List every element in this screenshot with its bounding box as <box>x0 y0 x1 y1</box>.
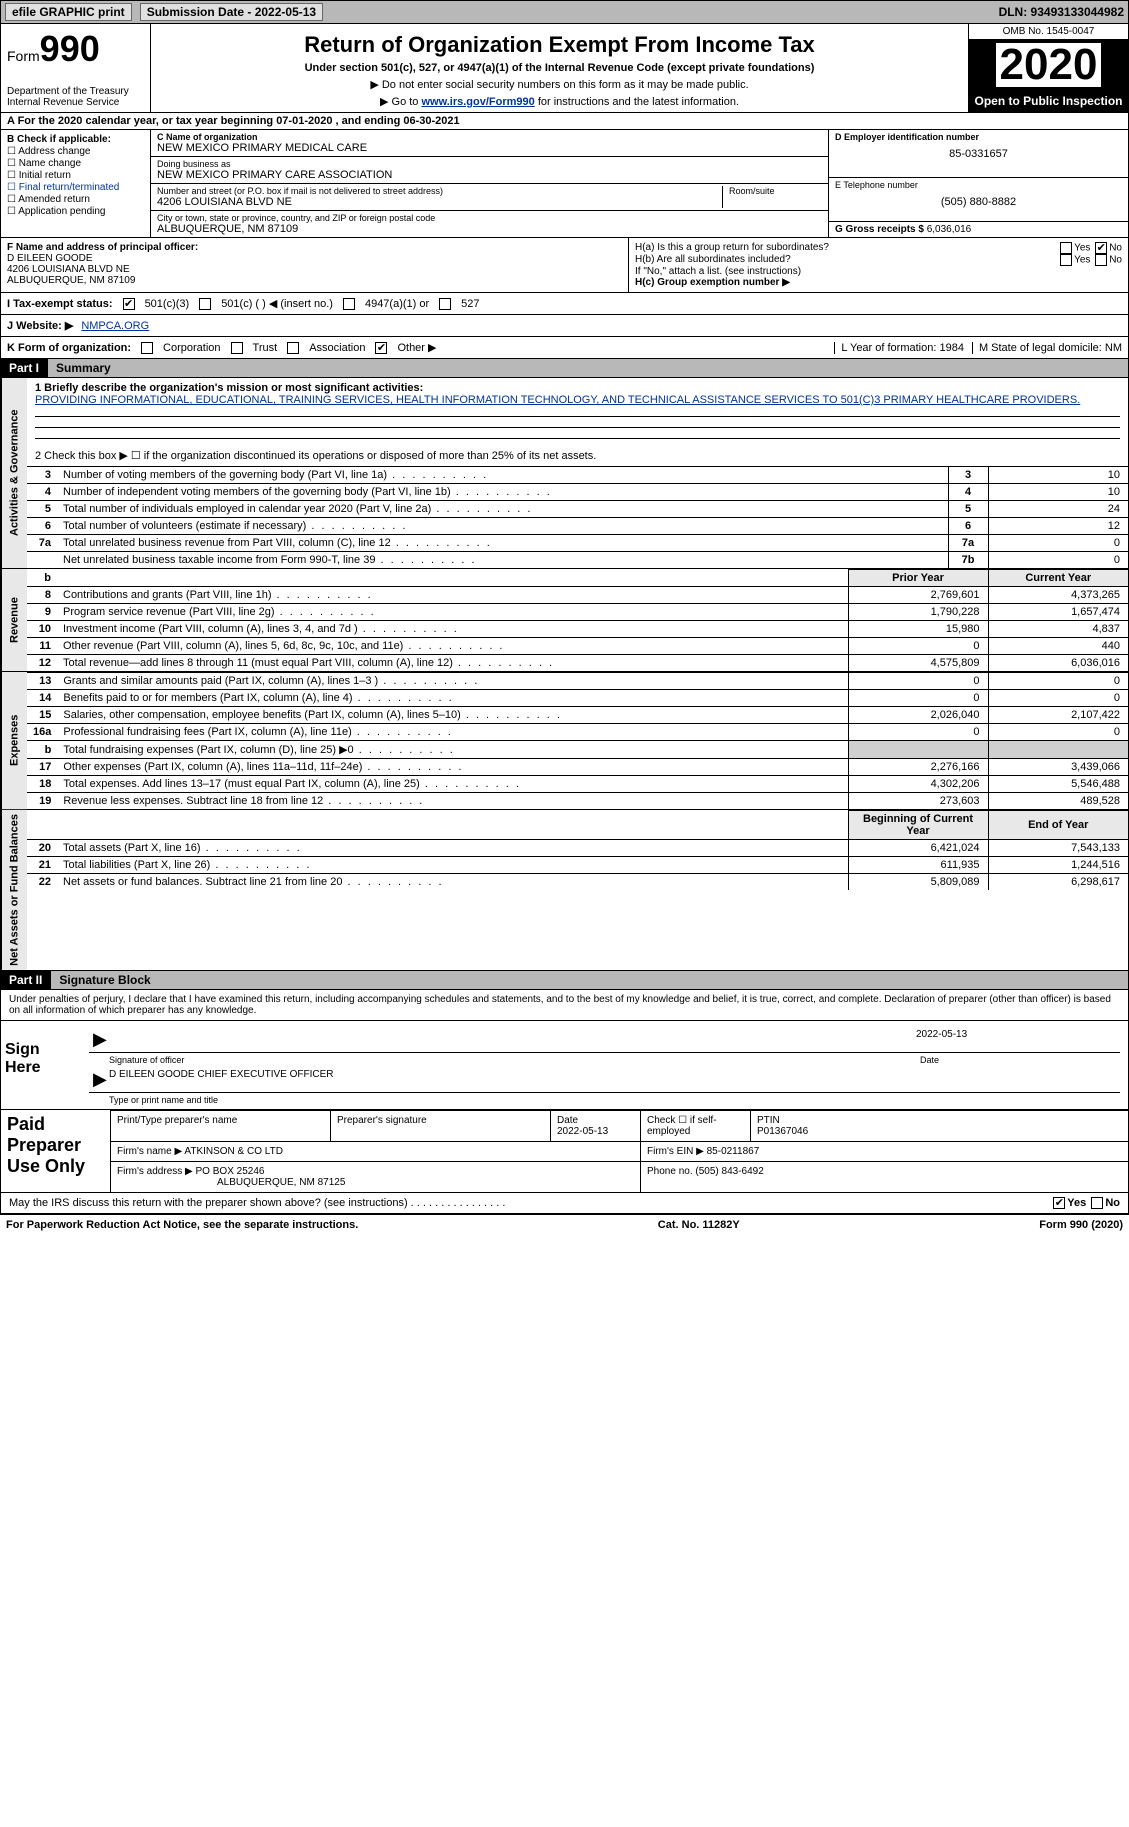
sign-here-label: Sign Here <box>1 1021 81 1109</box>
dln-label: DLN: 93493133044982 <box>999 5 1124 19</box>
governance-table: 3Number of voting members of the governi… <box>27 466 1128 568</box>
state-domicile: M State of legal domicile: NM <box>972 342 1122 354</box>
chk-501c[interactable] <box>199 298 211 310</box>
chk-501c3[interactable] <box>123 298 135 310</box>
mission-description: PROVIDING INFORMATIONAL, EDUCATIONAL, TR… <box>35 394 1120 406</box>
chk-initial-return[interactable]: ☐ Initial return <box>7 170 144 181</box>
form-title: Return of Organization Exempt From Incom… <box>159 32 960 58</box>
firm-ein: 85-0211867 <box>707 1146 760 1157</box>
chk-final-return[interactable]: ☐ Final return/terminated <box>7 182 144 193</box>
street-address: 4206 LOUISIANA BLVD NE <box>157 196 722 208</box>
top-bar: efile GRAPHIC print Submission Date - 20… <box>0 0 1129 24</box>
line-k-form-org: K Form of organization: Corporation Trus… <box>0 337 1129 359</box>
page-footer: For Paperwork Reduction Act Notice, see … <box>0 1214 1129 1235</box>
form-number: Form990 <box>7 28 144 70</box>
irs-yes-checkbox[interactable] <box>1053 1197 1065 1209</box>
section-activities-governance: Activities & Governance 1 Briefly descri… <box>0 378 1129 569</box>
box-b-check-applicable: B Check if applicable: ☐ Address change … <box>1 130 151 237</box>
firm-phone: (505) 843-6492 <box>695 1166 763 1177</box>
department-label: Department of the Treasury Internal Reve… <box>7 86 144 108</box>
telephone: (505) 880-8882 <box>835 196 1122 208</box>
chk-527[interactable] <box>439 298 451 310</box>
chk-amended-return[interactable]: ☐ Amended return <box>7 194 144 205</box>
section-fh: F Name and address of principal officer:… <box>0 238 1129 293</box>
firm-name: ATKINSON & CO LTD <box>184 1146 283 1157</box>
dba-name: NEW MEXICO PRIMARY CARE ASSOCIATION <box>157 169 822 181</box>
signature-arrow-icon: ▶ <box>93 1029 109 1050</box>
form-note-ssn: ▶ Do not enter social security numbers o… <box>159 78 960 91</box>
vtab-expenses: Expenses <box>1 672 27 809</box>
ein: 85-0331657 <box>835 148 1122 160</box>
ha-yes-checkbox[interactable] <box>1060 242 1072 254</box>
penalty-statement: Under penalties of perjury, I declare th… <box>0 990 1129 1021</box>
part-ii-header: Part II Signature Block <box>0 971 1129 990</box>
chk-application-pending[interactable]: ☐ Application pending <box>7 206 144 217</box>
may-irs-discuss: May the IRS discuss this return with the… <box>0 1193 1129 1214</box>
section-expenses: Expenses 13Grants and similar amounts pa… <box>0 672 1129 810</box>
chk-trust[interactable] <box>231 342 243 354</box>
chk-address-change[interactable]: ☐ Address change <box>7 146 144 157</box>
form-header: Form990 Department of the Treasury Inter… <box>0 24 1129 113</box>
line-i-tax-status: I Tax-exempt status: 501(c)(3) 501(c) ( … <box>0 293 1129 315</box>
officer-name: D EILEEN GOODE <box>7 253 622 264</box>
section-revenue: Revenue bPrior YearCurrent Year8Contribu… <box>0 569 1129 672</box>
submission-date-label: Submission Date - 2022-05-13 <box>140 3 323 21</box>
tax-year: 2020 <box>969 40 1128 90</box>
org-name: NEW MEXICO PRIMARY MEDICAL CARE <box>157 142 822 154</box>
line-a-tax-year: A For the 2020 calendar year, or tax yea… <box>0 113 1129 130</box>
officer-name-title: D EILEEN GOODE CHIEF EXECUTIVE OFFICER <box>109 1069 333 1090</box>
line-j-website: J Website: ▶ NMPCA.ORG <box>0 315 1129 337</box>
line-2-checkbox-note: 2 Check this box ▶ ☐ if the organization… <box>35 449 1120 462</box>
revenue-table: bPrior YearCurrent Year8Contributions an… <box>27 569 1128 671</box>
vtab-net-assets: Net Assets or Fund Balances <box>1 810 27 970</box>
net-assets-table: Beginning of Current YearEnd of Year20To… <box>27 810 1128 890</box>
irs-no-checkbox[interactable] <box>1091 1197 1103 1209</box>
irs-link[interactable]: www.irs.gov/Form990 <box>421 96 534 108</box>
gross-receipts: 6,036,016 <box>927 224 972 235</box>
website-link[interactable]: NMPCA.ORG <box>81 320 149 332</box>
vtab-governance: Activities & Governance <box>1 378 27 568</box>
expenses-table: 13Grants and similar amounts paid (Part … <box>27 672 1128 809</box>
efile-print-button[interactable]: efile GRAPHIC print <box>5 3 132 21</box>
officer-addr2: ALBUQUERQUE, NM 87109 <box>7 275 622 286</box>
omb-number: OMB No. 1545-0047 <box>969 24 1128 40</box>
paid-preparer-table: Paid Preparer Use Only Print/Type prepar… <box>0 1110 1129 1193</box>
hb-yes-checkbox[interactable] <box>1060 254 1072 266</box>
paid-preparer-heading: Paid Preparer Use Only <box>1 1110 111 1192</box>
year-formation: L Year of formation: 1984 <box>834 342 964 354</box>
chk-other[interactable] <box>375 342 387 354</box>
name-arrow-icon: ▶ <box>93 1069 109 1090</box>
form-subtitle: Under section 501(c), 527, or 4947(a)(1)… <box>159 62 960 74</box>
chk-4947[interactable] <box>343 298 355 310</box>
section-net-assets: Net Assets or Fund Balances Beginning of… <box>0 810 1129 971</box>
chk-corp[interactable] <box>141 342 153 354</box>
vtab-revenue: Revenue <box>1 569 27 671</box>
section-bcdeg: B Check if applicable: ☐ Address change … <box>0 130 1129 238</box>
form-note-link: ▶ Go to www.irs.gov/Form990 for instruct… <box>159 95 960 108</box>
chk-assoc[interactable] <box>287 342 299 354</box>
open-to-public: Open to Public Inspection <box>969 90 1128 112</box>
chk-name-change[interactable]: ☐ Name change <box>7 158 144 169</box>
ptin: P01367046 <box>757 1126 1122 1137</box>
firm-address: PO BOX 25246 <box>196 1166 265 1177</box>
ha-no-checkbox[interactable] <box>1095 242 1107 254</box>
part-i-header: Part I Summary <box>0 359 1129 378</box>
hb-no-checkbox[interactable] <box>1095 254 1107 266</box>
city-state-zip: ALBUQUERQUE, NM 87109 <box>157 223 822 235</box>
officer-addr1: 4206 LOUISIANA BLVD NE <box>7 264 622 275</box>
signature-date: 2022-05-13 <box>916 1029 1116 1050</box>
